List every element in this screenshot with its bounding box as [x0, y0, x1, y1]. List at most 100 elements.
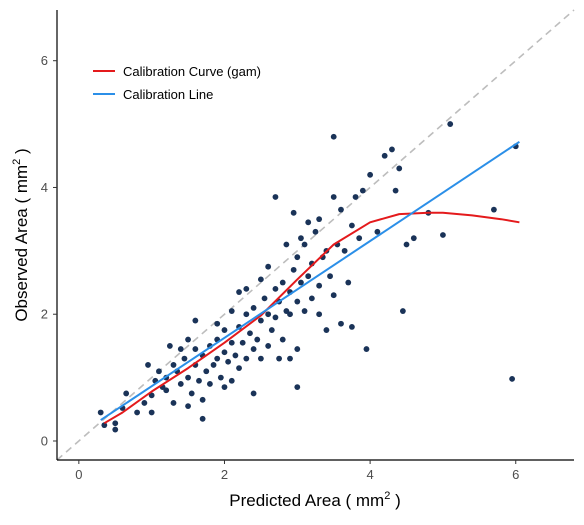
scatter-point	[323, 327, 330, 333]
scatter-point	[272, 314, 279, 321]
scatter-point	[156, 368, 162, 375]
scatter-point	[298, 279, 304, 286]
scatter-point	[148, 409, 155, 416]
scatter-point	[305, 273, 312, 280]
scatter-point	[301, 308, 308, 314]
scatter-point	[276, 355, 282, 362]
scatter-point	[341, 247, 348, 254]
scatter-point	[181, 355, 188, 362]
scatter-point	[308, 295, 315, 302]
scatter-point	[509, 375, 516, 382]
scatter-point	[298, 235, 304, 242]
series-line-1	[100, 140, 520, 421]
scatter-point	[265, 343, 272, 349]
series-lines-layer	[100, 140, 520, 425]
scatter-point	[163, 387, 170, 394]
scatter-point	[228, 377, 235, 384]
scatter-point	[185, 336, 191, 343]
scatter-point	[145, 362, 151, 368]
scatter-point	[134, 409, 140, 416]
reference-identity-line	[56, 9, 575, 461]
scatter-point	[257, 355, 264, 362]
scatter-point	[279, 336, 286, 343]
scatter-point	[305, 219, 312, 226]
scatter-point	[221, 327, 228, 333]
scatter-point	[399, 308, 406, 314]
scatter-point	[294, 298, 301, 305]
scatter-point	[214, 320, 221, 327]
scatter-point	[345, 279, 352, 286]
scatter-point	[316, 311, 323, 318]
x-tick-label: 6	[512, 467, 519, 482]
scatter-point	[188, 390, 195, 397]
scatter-point	[250, 390, 257, 397]
scatter-point	[447, 121, 454, 127]
scatter-point	[272, 194, 279, 200]
scatter-point	[316, 216, 323, 223]
scatter-point	[283, 241, 290, 248]
scatter-point	[330, 292, 337, 299]
scatter-point	[272, 285, 279, 292]
scatter-point	[491, 206, 497, 213]
scatter-point	[359, 187, 366, 194]
scatter-point	[236, 365, 242, 371]
scatter-point	[236, 289, 242, 295]
scatter-point	[363, 346, 370, 352]
scatter-point	[316, 282, 323, 289]
scatter-point	[228, 308, 235, 314]
scatter-point	[207, 381, 213, 387]
scatter-point	[214, 355, 221, 362]
scatter-point	[389, 146, 395, 153]
scatter-point	[170, 362, 177, 368]
scatter-point	[257, 317, 264, 324]
scatter-point	[327, 273, 333, 280]
scatter-point	[254, 336, 261, 343]
scatter-point	[192, 346, 199, 352]
scatter-point	[217, 374, 224, 381]
scatter-point	[199, 415, 206, 422]
scatter-point	[381, 152, 388, 159]
scatter-point	[396, 165, 403, 172]
ticks-layer: 0 2 4 6 0 2 4 6	[41, 53, 520, 482]
scatter-point	[287, 311, 293, 318]
scatter-point	[330, 133, 337, 140]
legend-label-calibration-line: Calibration Line	[123, 87, 213, 102]
legend-label-gam: Calibration Curve (gam)	[123, 64, 261, 79]
scatter-point	[349, 222, 355, 229]
scatter-point	[257, 276, 264, 283]
scatter-point	[374, 228, 381, 235]
scatter-point	[112, 426, 119, 433]
scatter-point	[228, 339, 235, 346]
reference-line-layer	[56, 9, 575, 461]
y-tick-label: 2	[41, 307, 48, 322]
y-tick-label: 0	[41, 433, 48, 448]
scatter-point	[330, 194, 337, 200]
scatter-point	[392, 187, 399, 194]
scatter-point	[312, 228, 319, 235]
scatter-point	[250, 304, 257, 311]
scatter-point	[141, 400, 148, 406]
scatter-point	[101, 422, 108, 429]
scatter-point	[338, 206, 344, 213]
scatter-point	[203, 368, 210, 375]
y-tick-label: 6	[41, 53, 48, 68]
scatter-point	[123, 390, 130, 397]
scatter-point	[221, 349, 228, 356]
scatter-point	[265, 263, 272, 270]
series-line-0	[103, 211, 520, 425]
scatter-point	[112, 420, 119, 427]
scatter-point	[301, 241, 308, 248]
scatter-point	[199, 396, 206, 403]
scatter-point	[352, 194, 359, 200]
scatter-point	[440, 232, 446, 238]
scatter-point	[290, 266, 297, 273]
scatter-point	[367, 171, 374, 178]
scatter-point	[185, 374, 191, 381]
scatter-point	[225, 358, 232, 365]
x-tick-label: 0	[75, 467, 82, 482]
x-tick-label: 2	[221, 467, 228, 482]
x-tick-label: 4	[366, 467, 373, 482]
scatter-point	[166, 343, 173, 349]
scatter-point	[294, 384, 301, 391]
